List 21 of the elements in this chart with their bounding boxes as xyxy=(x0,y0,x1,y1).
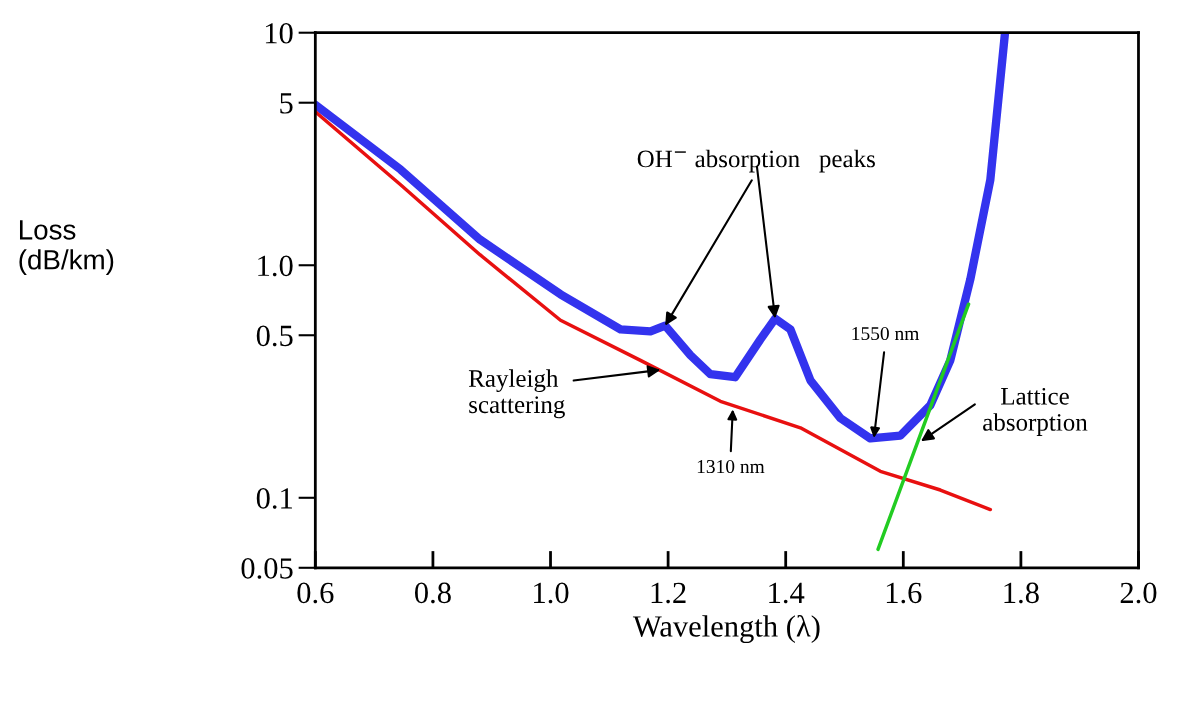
x-tick-label: 1.8 xyxy=(1004,582,1039,604)
x-tick-label: 1.2 xyxy=(651,582,686,604)
x-tick-label: 0.6 xyxy=(297,582,334,604)
y-tick-label: 10 xyxy=(265,23,293,44)
x-tick-label: 2.0 xyxy=(1120,582,1157,604)
x-tick-label: 0.8 xyxy=(414,582,451,604)
y-axis-title: Loss (dB/km) xyxy=(19,220,114,276)
annotation: 1310 nm xyxy=(697,459,765,474)
annotation: 1550 nm xyxy=(852,327,920,341)
y-tick-label: 5 xyxy=(280,93,293,114)
annotation: Rayleigh scattering xyxy=(468,369,565,419)
x-tick-label: 1.4 xyxy=(769,582,805,604)
annotation: Lattice absorption xyxy=(983,387,1088,436)
y-tick-label: 0.1 xyxy=(256,488,292,509)
y-tick-label: 1.0 xyxy=(258,255,293,277)
x-axis-title: Wavelength (λ) xyxy=(632,614,820,644)
y-tick-label: 0.05 xyxy=(241,558,293,579)
annotation: OH$^{−}$ absorption peaks xyxy=(637,149,875,173)
x-tick-label: 1.6 xyxy=(886,582,922,604)
x-tick-label: 1.0 xyxy=(534,582,569,604)
y-tick-label: 0.5 xyxy=(256,325,293,347)
